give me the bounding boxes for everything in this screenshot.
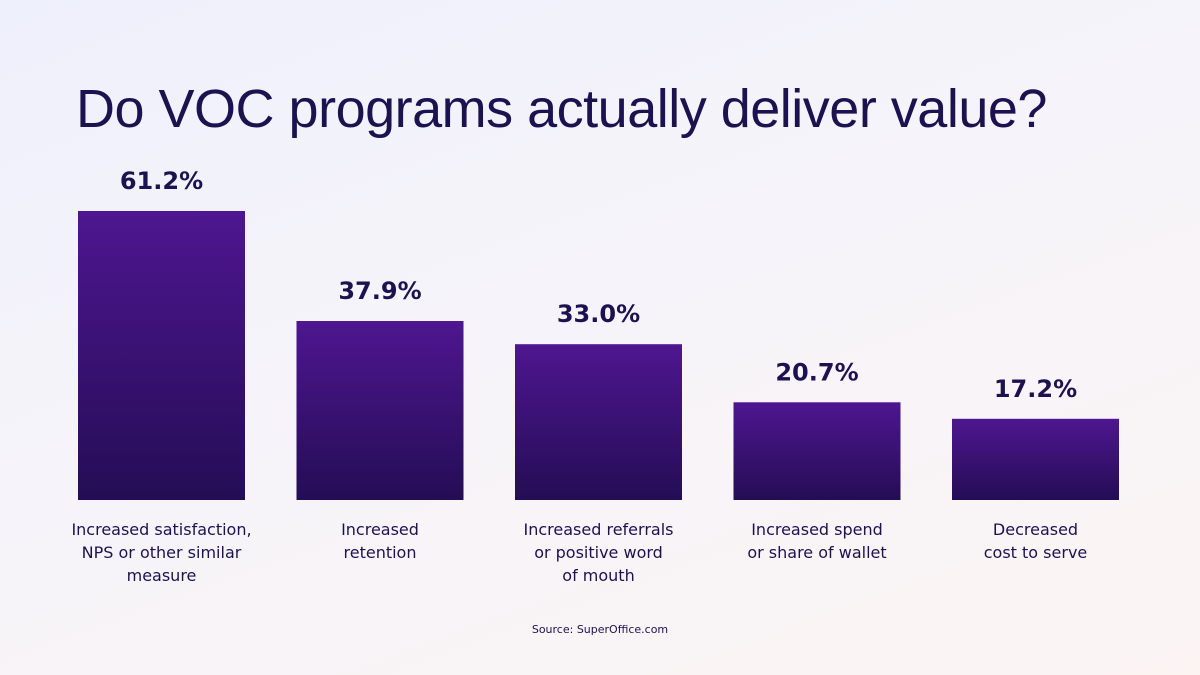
source-note: Source: SuperOffice.com (531, 623, 669, 636)
category-label-line: or share of wallet (747, 543, 886, 562)
value-labels-group: 61.2% 37.9% 33.0% 20.7% 17.2% (120, 167, 1077, 403)
category-label-line: or positive word (534, 543, 663, 562)
chart-title: Do VOC programs actually deliver value? (76, 79, 1047, 139)
category-label-line: Increased (341, 520, 419, 539)
value-label-1: 61.2% (120, 167, 203, 195)
value-label-5: 17.2% (994, 375, 1077, 403)
category-label-line: Increased satisfaction, (71, 520, 251, 539)
bars-group (78, 211, 1119, 500)
category-label-1: Increased satisfaction, NPS or other simi… (71, 520, 251, 585)
category-label-line: Increased referrals (524, 520, 674, 539)
value-label-4: 20.7% (775, 358, 858, 386)
value-label-2: 37.9% (338, 277, 421, 305)
category-label-4: Increased spend or share of wallet (747, 520, 886, 562)
bar-5 (952, 418, 1119, 500)
category-label-5: Decreased cost to serve (984, 520, 1088, 562)
category-label-line: retention (344, 543, 417, 562)
category-label-line: cost to serve (984, 543, 1088, 562)
category-label-2: Increased retention (341, 520, 419, 562)
bar-2 (296, 321, 464, 500)
category-label-3: Increased referrals or positive word of mo… (524, 520, 674, 585)
category-labels-group: Increased satisfaction, NPS or other simi… (71, 520, 1087, 585)
bar-1 (78, 211, 245, 500)
category-label-line: NPS or other similar (82, 543, 242, 562)
bar-4 (733, 402, 901, 500)
category-label-line: of mouth (562, 566, 634, 585)
category-label-line: measure (127, 566, 197, 585)
category-label-line: Increased spend (751, 520, 883, 539)
bar-3 (515, 344, 682, 500)
category-label-line: Decreased (993, 520, 1078, 539)
value-label-3: 33.0% (557, 300, 640, 328)
